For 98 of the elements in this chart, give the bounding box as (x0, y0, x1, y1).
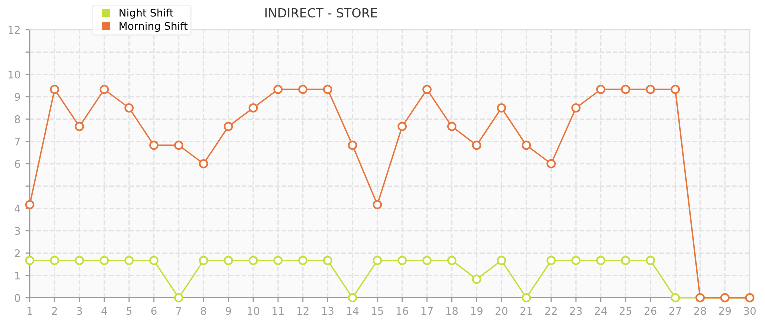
x-tick-label: 25 (620, 307, 632, 316)
x-tick-label: 7 (176, 307, 182, 315)
point (75, 256, 84, 266)
point (100, 256, 110, 266)
point (522, 140, 532, 150)
y-tick-label: 2 (15, 250, 20, 258)
point (572, 104, 581, 113)
y-tick-label: 10 (8, 70, 20, 79)
point (25, 256, 35, 266)
x-tick-label: 14 (347, 307, 359, 315)
x-tick-label: 19 (471, 307, 483, 316)
x-tick-label: 15 (372, 307, 384, 316)
point (497, 104, 506, 113)
point (447, 122, 457, 132)
y-tick-label: 8 (15, 116, 20, 124)
x-tick-label: 3 (77, 307, 82, 316)
point (248, 104, 258, 113)
point (596, 256, 606, 266)
point (670, 293, 680, 303)
point (100, 84, 110, 94)
x-tick-label: 2 (52, 307, 58, 315)
point (50, 84, 60, 94)
point (124, 256, 134, 266)
point (323, 256, 333, 266)
x-tick-label: 28 (694, 307, 706, 316)
point (75, 122, 84, 132)
x-tick-label: 1 (28, 307, 32, 315)
point (298, 256, 308, 266)
x-tick-label: 22 (546, 307, 557, 315)
y-tick-label: 7 (15, 138, 20, 146)
point (224, 122, 234, 132)
point (372, 256, 382, 266)
point (422, 256, 432, 266)
x-tick-label: 21 (520, 307, 532, 315)
x-tick-label: 24 (595, 307, 608, 315)
point (50, 256, 60, 266)
x-tick-label: 16 (396, 307, 408, 316)
point (372, 200, 382, 210)
point (447, 256, 457, 266)
point (646, 84, 656, 94)
x-tick-label: 6 (152, 307, 157, 316)
point (274, 256, 283, 266)
legend-label: Morning Shift (120, 22, 188, 32)
point (323, 84, 333, 94)
point (572, 256, 581, 266)
x-tick-label: 29 (719, 307, 732, 316)
point (522, 293, 532, 303)
point (348, 293, 358, 303)
point (546, 256, 556, 266)
point (224, 256, 234, 266)
x-tick-label: 10 (248, 307, 260, 316)
y-tick-label: 9 (15, 93, 20, 102)
point (422, 84, 432, 94)
point (670, 84, 680, 94)
x-tick-label: 11 (272, 307, 284, 315)
x-tick-label: 26 (644, 307, 657, 316)
x-tick-label: 20 (496, 307, 508, 316)
point (274, 84, 283, 94)
x-tick-label: 4 (102, 307, 108, 315)
point (398, 256, 408, 266)
x-tick-label: 5 (126, 307, 132, 316)
point (348, 140, 358, 150)
x-tick-label: 9 (226, 307, 232, 316)
y-tick-label: 1 (15, 272, 20, 280)
point (124, 104, 134, 113)
point (199, 256, 208, 266)
point (472, 274, 482, 284)
x-tick-label: 30 (744, 307, 756, 316)
point (248, 256, 258, 266)
y-tick-label: 12 (8, 26, 20, 34)
y-tick-label: 3 (15, 227, 20, 236)
point (646, 256, 656, 266)
legend-label: Night Shift (120, 8, 174, 19)
x-tick-label: 8 (201, 307, 206, 316)
point (174, 293, 184, 303)
point (25, 200, 35, 210)
chart-title: INDIRECT - STORE (266, 8, 378, 18)
y-tick-label: 0 (15, 294, 20, 302)
point (149, 140, 159, 150)
x-tick-label: 17 (422, 307, 433, 315)
x-tick-label: 13 (322, 307, 334, 316)
point (621, 84, 631, 94)
point (298, 84, 308, 94)
x-tick-label: 27 (670, 307, 682, 315)
point (149, 256, 159, 266)
point (546, 159, 556, 169)
point (621, 256, 631, 266)
point (199, 159, 208, 169)
x-tick-label: 18 (446, 307, 458, 316)
x-tick-label: 12 (298, 307, 309, 315)
point (497, 256, 506, 266)
point (174, 140, 184, 150)
y-tick-label: 6 (15, 160, 20, 168)
y-tick-label: 4 (14, 205, 20, 213)
point (472, 140, 482, 150)
point (596, 84, 606, 94)
point (398, 122, 408, 132)
x-tick-label: 23 (570, 307, 582, 316)
